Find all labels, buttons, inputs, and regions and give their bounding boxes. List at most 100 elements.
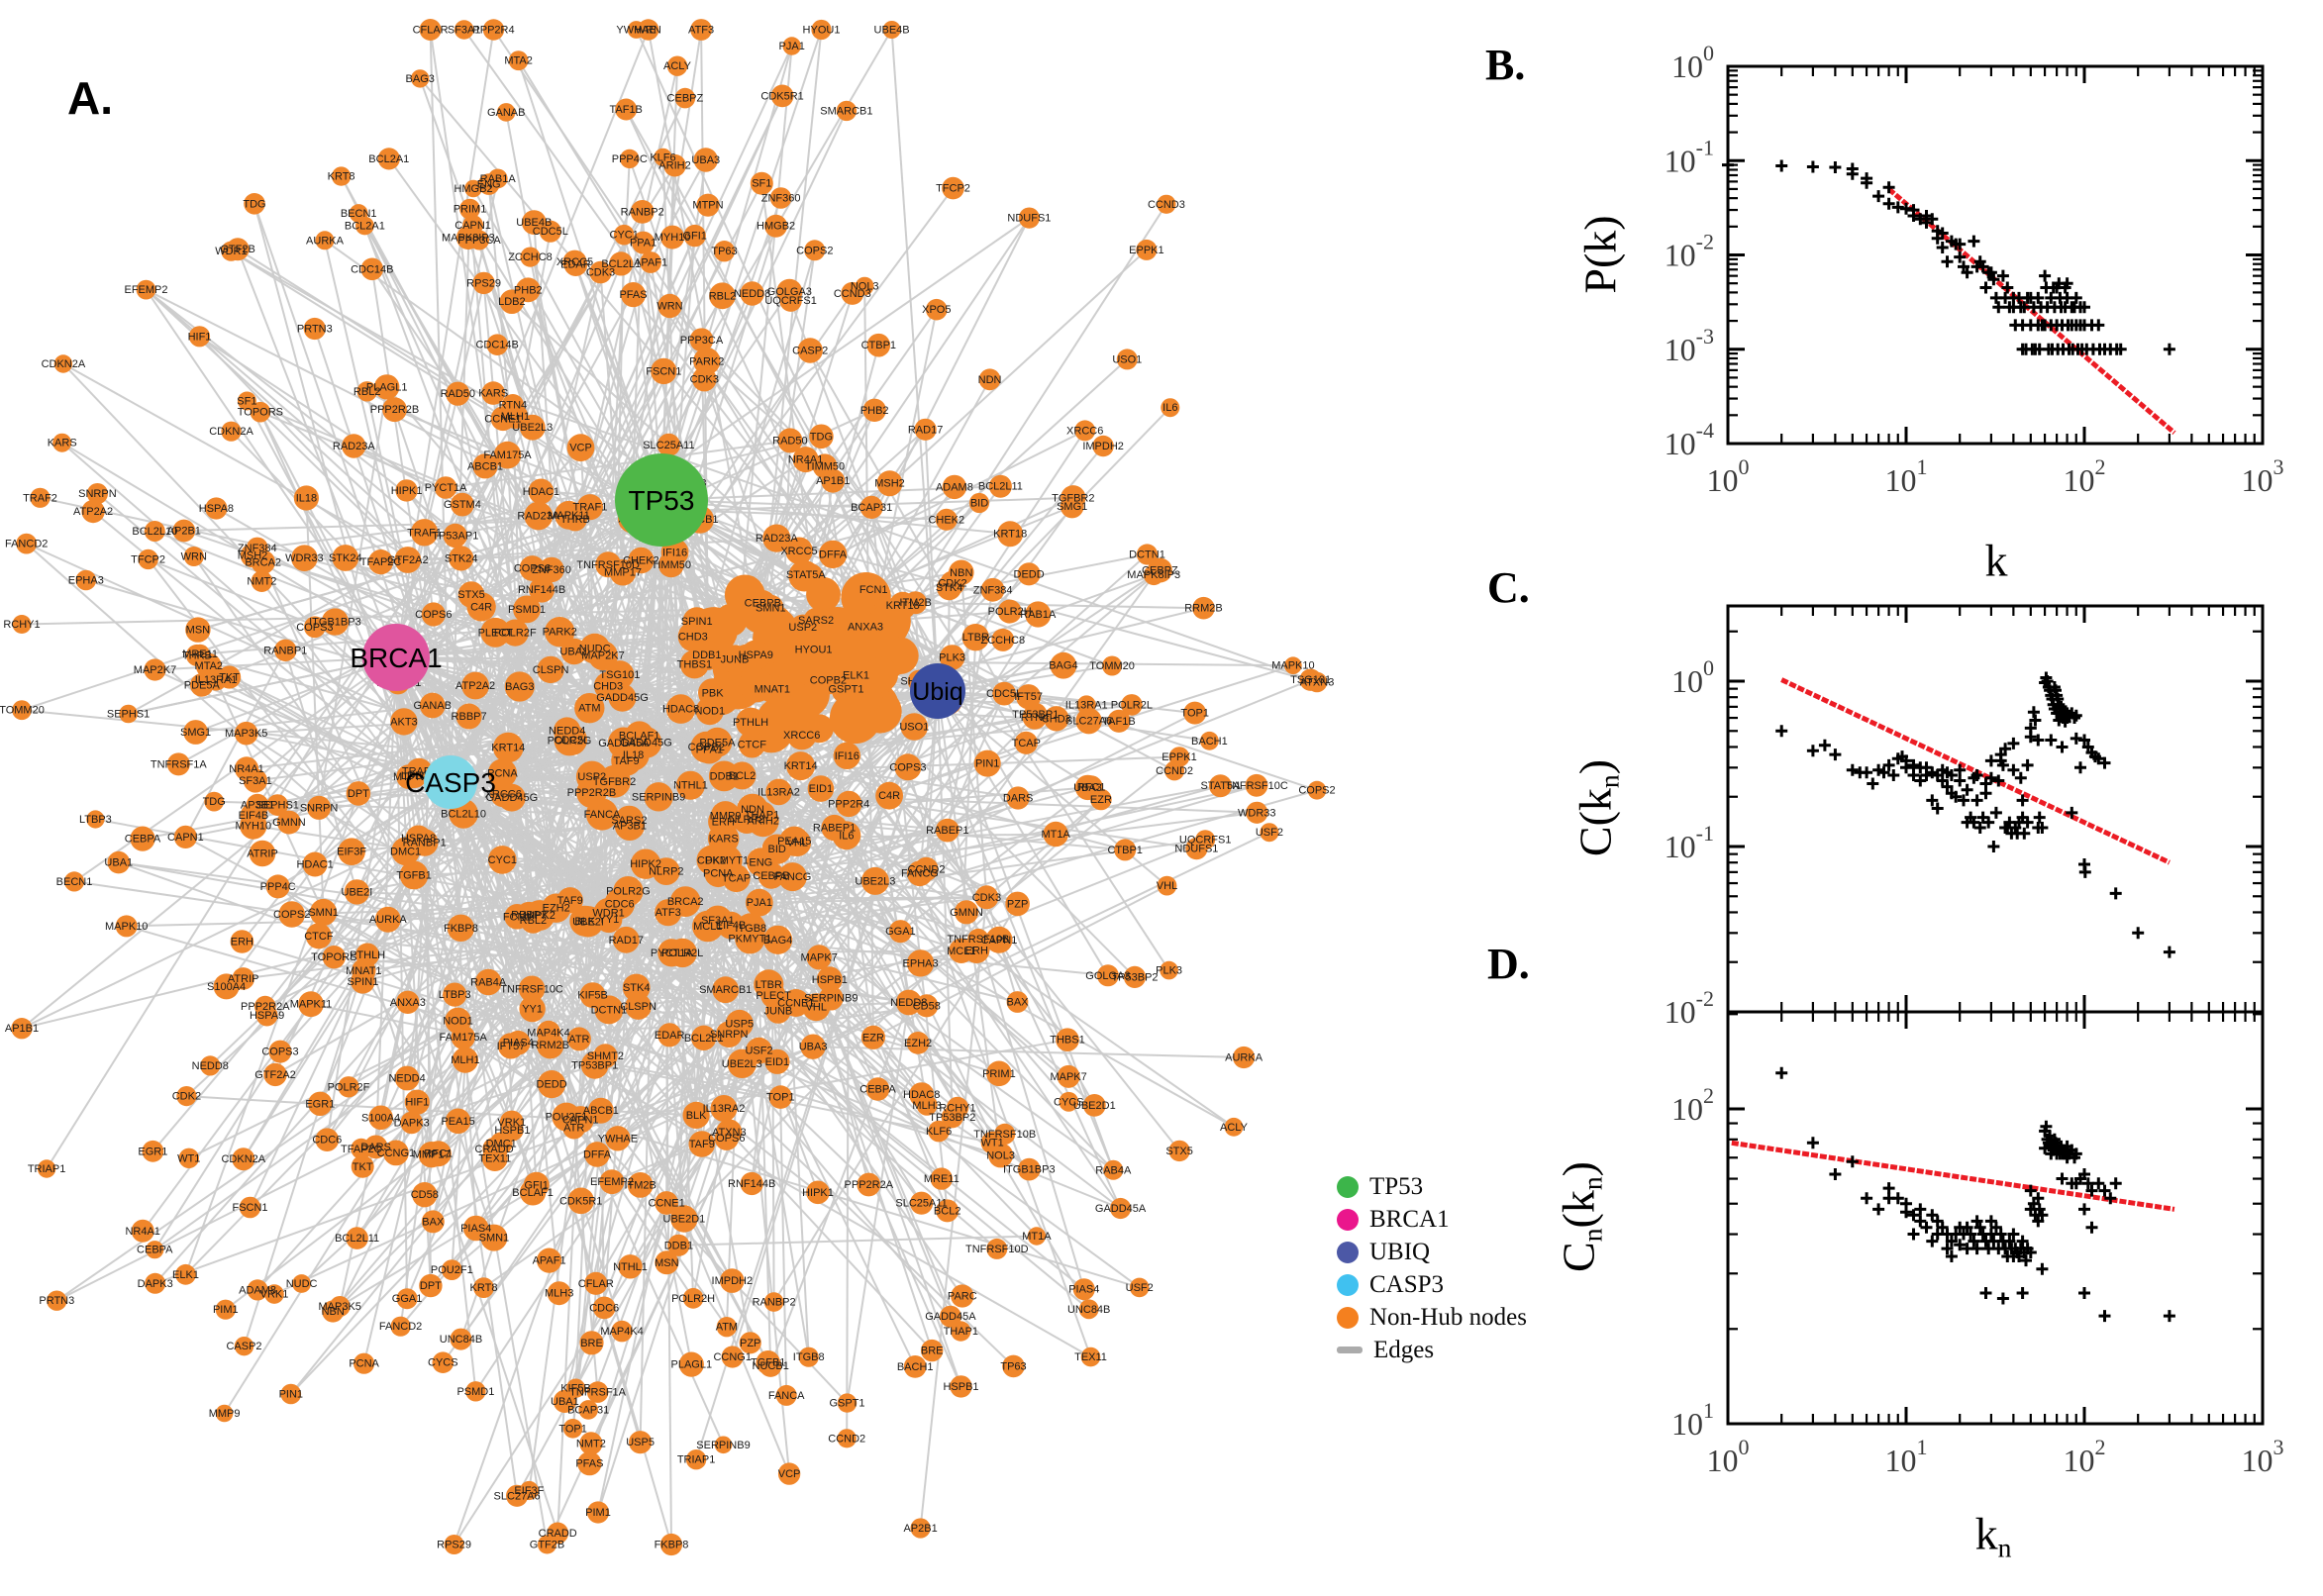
svg-text:NR4A1: NR4A1 [229, 763, 263, 775]
svg-text:PRTN3: PRTN3 [39, 1295, 74, 1307]
svg-text:FANCG: FANCG [773, 871, 811, 883]
svg-text:EDAR: EDAR [655, 1030, 685, 1042]
svg-text:BRCA2: BRCA2 [245, 556, 281, 568]
svg-text:IL18: IL18 [623, 749, 644, 761]
svg-text:102: 102 [2064, 1435, 2106, 1478]
svg-text:AP3B1: AP3B1 [241, 800, 274, 812]
svg-text:GMNN: GMNN [272, 817, 306, 829]
svg-text:DAPK3: DAPK3 [394, 1117, 430, 1129]
hub-label-casp3: CASP3 [405, 767, 496, 798]
svg-text:MRE11: MRE11 [182, 648, 218, 660]
svg-text:CCNE1: CCNE1 [777, 998, 814, 1010]
hub-node-casp3 [424, 755, 477, 809]
svg-text:HYOU1: HYOU1 [795, 644, 833, 655]
svg-text:DDB1: DDB1 [664, 1240, 693, 1251]
svg-text:EID1: EID1 [809, 783, 833, 795]
svg-text:COPB2: COPB2 [810, 674, 847, 686]
svg-text:HIF1: HIF1 [405, 1097, 429, 1109]
svg-text:ITGB8: ITGB8 [735, 923, 766, 935]
svg-text:VCP: VCP [778, 1468, 801, 1480]
network-hubs: TP53 BRCA1 CASP3 Ubiq [350, 453, 965, 809]
svg-text:MAPK8IP3: MAPK8IP3 [1127, 569, 1180, 581]
svg-text:ATM: ATM [578, 703, 600, 715]
svg-text:RAD17: RAD17 [908, 424, 943, 436]
svg-text:PLK3: PLK3 [939, 652, 965, 664]
svg-text:BCL2: BCL2 [729, 770, 757, 782]
svg-text:TCAP: TCAP [722, 873, 751, 885]
legend-item-brca1: BRCA1 [1337, 1203, 1527, 1236]
svg-text:UBE2L3: UBE2L3 [722, 1058, 762, 1070]
svg-text:CEBPZ: CEBPZ [1142, 565, 1178, 577]
svg-text:101: 101 [1885, 454, 1928, 498]
svg-text:PPP2R2A: PPP2R2A [241, 1001, 290, 1013]
svg-text:EGR1: EGR1 [138, 1146, 167, 1157]
svg-text:CHD3: CHD3 [1042, 713, 1071, 725]
svg-text:CDK2: CDK2 [938, 578, 966, 590]
fit-line-d [1731, 1140, 2175, 1212]
svg-text:AURKA: AURKA [369, 914, 408, 926]
svg-text:DPT: DPT [348, 788, 369, 800]
svg-text:COPS6: COPS6 [514, 563, 551, 575]
svg-text:10-1: 10-1 [1665, 135, 1714, 178]
svg-text:YWHAE: YWHAE [616, 25, 656, 37]
svg-text:TKT: TKT [219, 672, 240, 684]
svg-text:BRE: BRE [921, 1346, 944, 1357]
hub-label-tp53: TP53 [629, 485, 695, 516]
svg-text:USO1: USO1 [1112, 353, 1142, 365]
svg-text:NOL3: NOL3 [986, 1149, 1015, 1161]
svg-text:PPP2R4: PPP2R4 [472, 25, 514, 37]
svg-text:ATR: ATR [563, 1123, 584, 1135]
svg-text:COPS3: COPS3 [296, 622, 333, 634]
svg-text:ARIH2: ARIH2 [658, 160, 690, 172]
svg-text:CHEK2: CHEK2 [623, 555, 659, 567]
svg-text:MSH2: MSH2 [238, 550, 268, 562]
svg-text:PYCT1A: PYCT1A [425, 482, 467, 494]
svg-text:LDB2: LDB2 [498, 296, 526, 308]
svg-text:PKMYT1: PKMYT1 [705, 855, 749, 867]
svg-text:PIN1: PIN1 [279, 1389, 303, 1401]
svg-text:VHL: VHL [1157, 880, 1177, 892]
svg-text:NUCB1: NUCB1 [753, 1360, 789, 1372]
svg-text:MT1A: MT1A [1042, 829, 1071, 841]
svg-text:10-4: 10-4 [1665, 418, 1714, 461]
svg-text:RANBP2: RANBP2 [753, 1297, 796, 1309]
y-axis-label-pk: P(k) [1574, 215, 1626, 294]
svg-text:CCND2: CCND2 [828, 1433, 865, 1445]
svg-text:FSCN1: FSCN1 [232, 1202, 267, 1214]
svg-text:BLK: BLK [686, 1110, 707, 1122]
svg-text:TAF9: TAF9 [689, 1139, 715, 1150]
svg-text:CDK5R1: CDK5R1 [760, 90, 803, 102]
svg-text:MYH10: MYH10 [655, 232, 691, 244]
svg-text:IFI16: IFI16 [835, 750, 859, 762]
svg-text:CTBP1: CTBP1 [1107, 845, 1142, 856]
svg-text:MSH2: MSH2 [874, 478, 905, 490]
fit-line-c [1780, 677, 2171, 865]
svg-text:AP2B1: AP2B1 [167, 526, 201, 538]
svg-text:ELK1: ELK1 [843, 670, 869, 682]
svg-text:CEBPA: CEBPA [859, 1084, 896, 1096]
svg-text:MLH1: MLH1 [451, 1054, 479, 1066]
svg-text:ARIH2: ARIH2 [747, 816, 778, 828]
svg-text:BCL2L11: BCL2L11 [335, 1233, 379, 1245]
svg-text:HIPK1: HIPK1 [802, 1187, 834, 1199]
svg-text:RAB1A: RAB1A [480, 173, 517, 185]
svg-text:CEBPB: CEBPB [753, 870, 789, 882]
svg-text:SLC27A6: SLC27A6 [494, 1490, 541, 1502]
legend-label: BRCA1 [1369, 1205, 1450, 1233]
svg-text:ATRIP: ATRIP [247, 848, 278, 860]
svg-text:GSPT1: GSPT1 [828, 684, 863, 696]
svg-text:PPP2R2B: PPP2R2B [567, 787, 617, 799]
svg-text:FAM175A: FAM175A [440, 1032, 488, 1044]
svg-text:RFC1: RFC1 [424, 1148, 453, 1160]
svg-text:ATF3: ATF3 [656, 907, 681, 919]
svg-text:CYC1: CYC1 [610, 230, 639, 242]
svg-text:RCHY1: RCHY1 [939, 1102, 975, 1114]
svg-text:ITM2B: ITM2B [624, 1179, 656, 1191]
svg-text:100: 100 [1671, 41, 1714, 84]
svg-text:PEA15: PEA15 [777, 836, 811, 848]
svg-text:STK4: STK4 [936, 582, 963, 594]
svg-text:UBE2I: UBE2I [342, 886, 373, 898]
node-swatch-icon [1337, 1273, 1359, 1296]
svg-text:RPS29: RPS29 [466, 277, 501, 289]
